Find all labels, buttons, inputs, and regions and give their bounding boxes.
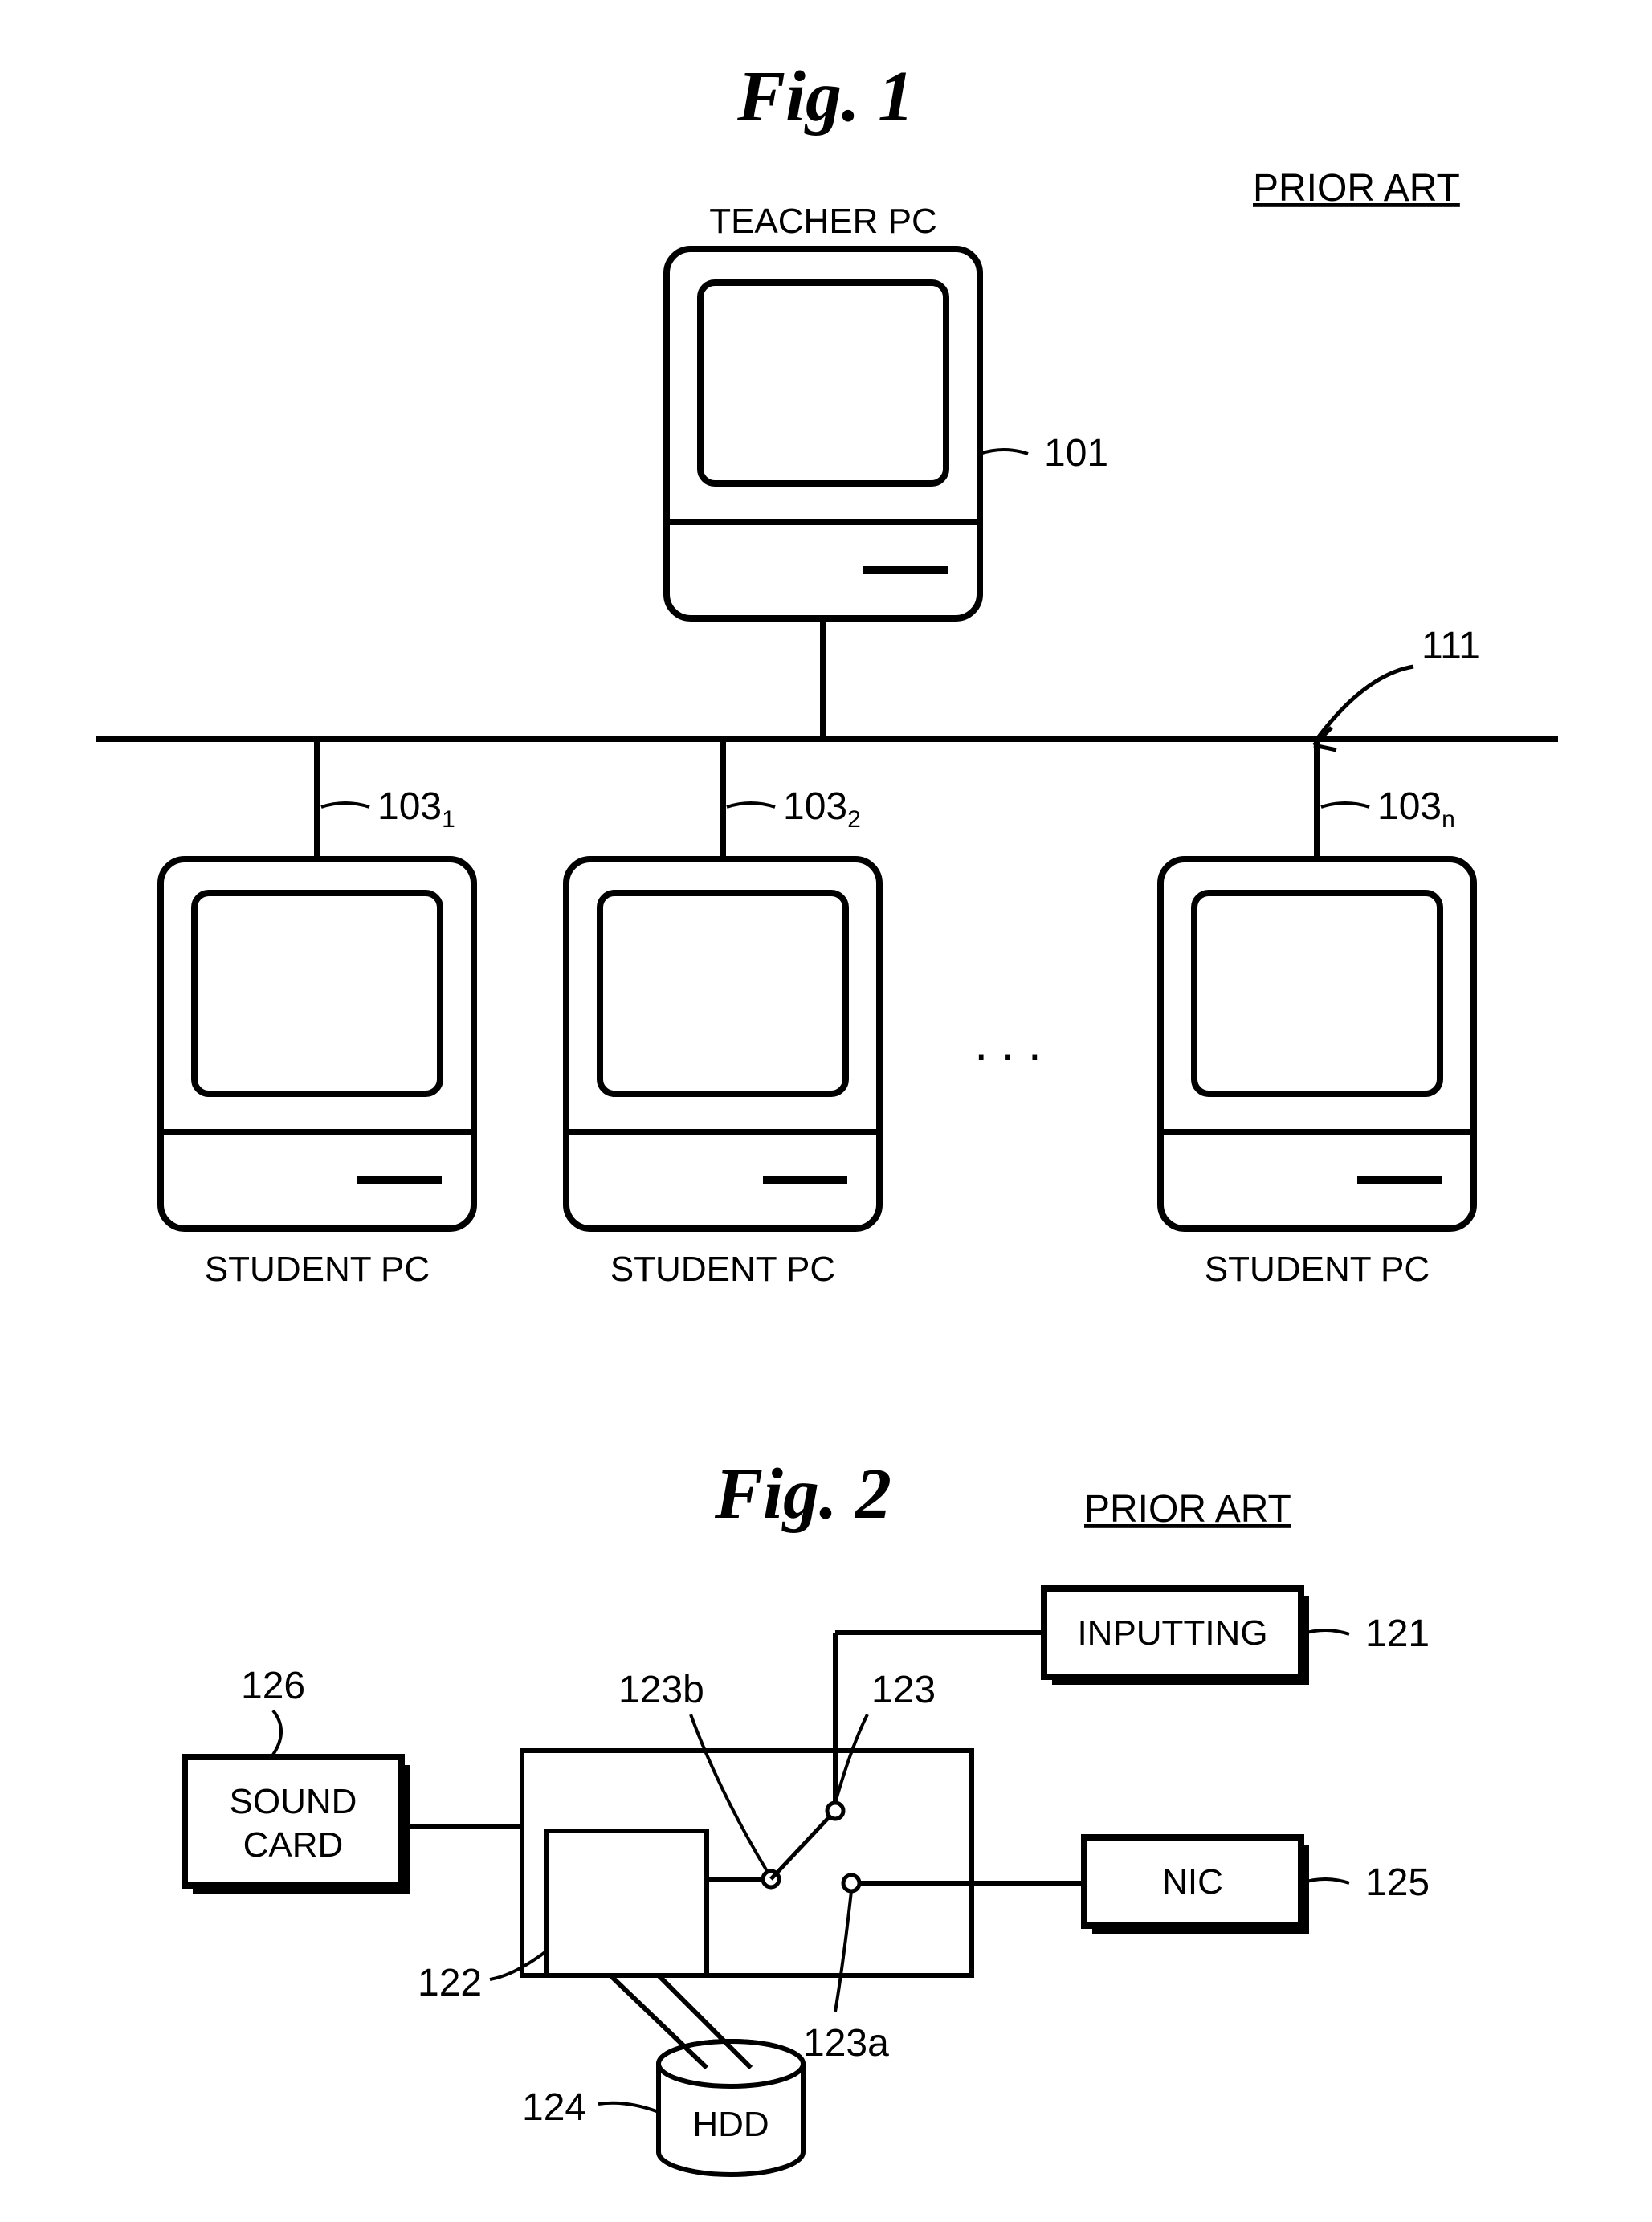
student-pc-1: 1031 STUDENT PC [161, 739, 474, 1289]
fig2-prior-art: PRIOR ART [1084, 1488, 1291, 1531]
inputting-block: INPUTTING [1044, 1588, 1309, 1685]
student1-ref: 103 [377, 785, 442, 828]
studentn-sub: n [1442, 806, 1455, 833]
hdd-icon: HDD [659, 2041, 803, 2175]
svg-text:1031: 1031 [377, 785, 455, 833]
center-ref: 122 [418, 1962, 482, 2004]
fig2-title: Fig. 2 [714, 1454, 891, 1534]
figure-2: Fig. 2 PRIOR ART INPUTTING 121 SOUND CAR… [185, 1454, 1430, 2175]
student2-ref: 103 [783, 785, 847, 828]
hdd-label: HDD [692, 2105, 769, 2144]
student2-sub: 2 [847, 806, 861, 833]
fig1-prior-art: PRIOR ART [1253, 167, 1460, 210]
svg-text:103n: 103n [1377, 785, 1455, 833]
teacher-pc-label: TEACHER PC [709, 202, 937, 241]
soundcard-ref: 126 [241, 1665, 305, 1707]
nic-ref: 125 [1365, 1861, 1430, 1904]
nic-label: NIC [1162, 1862, 1223, 1902]
inner-block [546, 1831, 707, 1975]
hdd-ref: 124 [522, 2086, 586, 2129]
nic-block: NIC [1084, 1837, 1309, 1934]
ellipsis: . . . [974, 1017, 1041, 1070]
teacher-pc-icon [667, 249, 980, 618]
studentn-label: STUDENT PC [1205, 1250, 1430, 1289]
switch-ref: 123 [871, 1669, 936, 1711]
teacher-pc-ref: 101 [1044, 432, 1108, 475]
student-pc-2: 1032 STUDENT PC [566, 739, 879, 1289]
student-pc-n: 103n STUDENT PC [1160, 739, 1474, 1289]
student1-label: STUDENT PC [205, 1250, 430, 1289]
contact-a-ref: 123a [803, 2022, 889, 2065]
fig1-title: Fig. 1 [736, 57, 914, 137]
bus-ref: 111 [1422, 625, 1480, 667]
student2-label: STUDENT PC [610, 1250, 835, 1289]
studentn-ref: 103 [1377, 785, 1442, 828]
soundcard-label1: SOUND [230, 1782, 357, 1821]
figure-1: Fig. 1 PRIOR ART TEACHER PC 101 111 [96, 57, 1558, 1289]
contact-b-ref: 123b [618, 1669, 704, 1711]
svg-text:1032: 1032 [783, 785, 861, 833]
inputting-label: INPUTTING [1077, 1613, 1267, 1653]
inputting-ref: 121 [1365, 1612, 1430, 1655]
student1-sub: 1 [442, 806, 455, 833]
soundcard-label2: CARD [243, 1825, 344, 1865]
soundcard-block: SOUND CARD [185, 1757, 410, 1894]
